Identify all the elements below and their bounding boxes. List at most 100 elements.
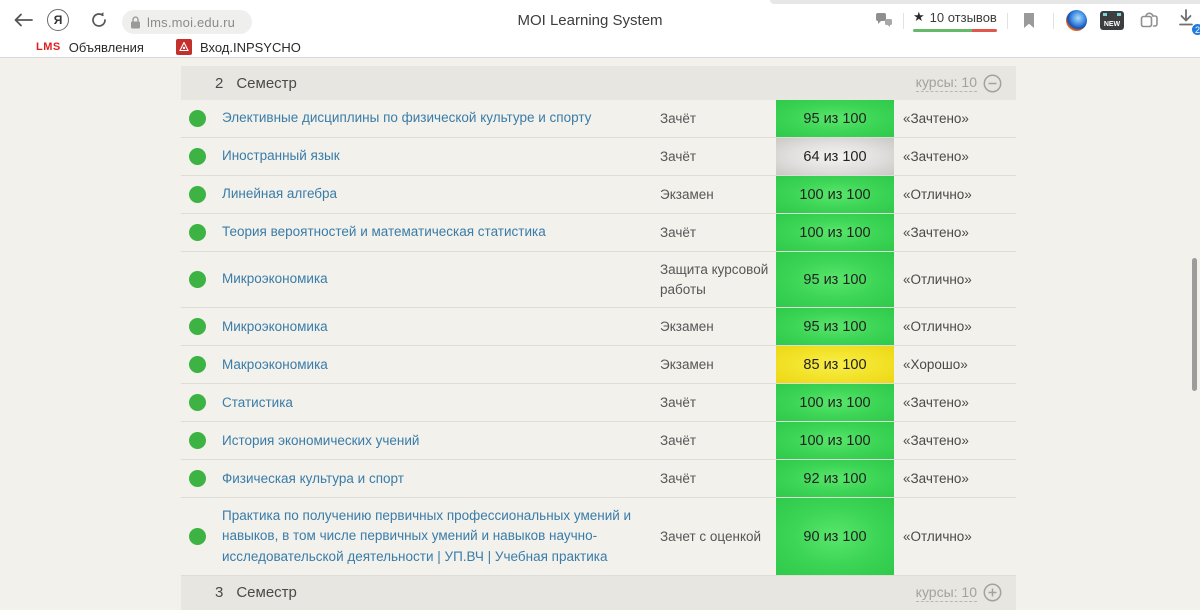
course-link[interactable]: Статистика (222, 394, 293, 410)
courses-count-link[interactable]: курсы: 10 (915, 583, 977, 602)
course-name-cell: Иностранный язык (222, 138, 660, 175)
course-row: Макроэкономика Экзамен 85 из 100 «Хорошо» (181, 346, 1016, 385)
score-cell: 64 из 100 (776, 138, 894, 175)
grade-text: «Зачтено» (903, 225, 969, 240)
status-cell (181, 214, 222, 251)
status-dot-icon (189, 528, 206, 545)
course-link[interactable]: Микроэкономика (222, 318, 328, 334)
score-badge: 90 из 100 (776, 498, 894, 575)
collapse-minus-icon[interactable] (983, 74, 1002, 93)
downloads-button[interactable]: 2 (1176, 8, 1200, 36)
course-name-cell: Макроэкономика (222, 346, 660, 383)
assessment-type: Экзамен (660, 186, 714, 202)
course-name-cell: Практика по получению первичных професси… (222, 498, 660, 575)
download-count-badge: 2 (1191, 23, 1200, 36)
extension-button[interactable] (1064, 8, 1088, 32)
status-dot-icon (189, 318, 206, 336)
address-bar[interactable]: lms.moi.edu.ru (122, 10, 252, 34)
course-name-cell: Микроэкономика (222, 252, 660, 307)
course-row: Статистика Зачёт 100 из 100 «Зачтено» (181, 384, 1016, 423)
score-cell: 100 из 100 (776, 214, 894, 251)
semester-3-header: 3 Семестр курсы: 10 (181, 575, 1016, 610)
course-link[interactable]: История экономических учений (222, 432, 420, 448)
status-cell (181, 176, 222, 213)
vertical-scrollbar[interactable] (1192, 258, 1197, 391)
course-name-cell: История экономических учений (222, 422, 660, 459)
semester-expand-control[interactable]: курсы: 10 (915, 583, 1002, 602)
collections-icon (1140, 12, 1158, 27)
course-link[interactable]: Микроэкономика (222, 271, 328, 287)
courses-count-link[interactable]: курсы: 10 (915, 74, 977, 92)
course-row: Микроэкономика Экзамен 95 из 100 «Отлично» (181, 308, 1016, 347)
course-name-cell: Микроэкономика (222, 308, 660, 345)
assessment-type: Зачёт (660, 148, 697, 164)
rating-bar-negative (971, 29, 997, 32)
star-icon: ★ (913, 9, 925, 24)
status-cell (181, 252, 222, 307)
course-row: Линейная алгебра Экзамен 100 из 100 «Отличн… (181, 176, 1016, 214)
status-cell (181, 346, 222, 383)
semester-title: Семестр (236, 74, 297, 92)
course-name-cell: Линейная алгебра (222, 176, 660, 213)
course-link[interactable]: Теория вероятностей и математическая ста… (222, 224, 546, 240)
semester-collapse-control[interactable]: курсы: 10 (915, 74, 1002, 93)
url-text: lms.moi.edu.ru (147, 14, 236, 30)
crest-favicon (175, 39, 192, 55)
course-name-cell: Физическая культура и спорт (222, 460, 660, 497)
chat-bubbles-icon (876, 13, 892, 27)
score-cell: 100 из 100 (776, 422, 894, 460)
assessment-type: Зачёт (660, 394, 697, 410)
collections-button[interactable] (1137, 8, 1161, 32)
yandex-logo-icon: Я (47, 9, 69, 31)
semester-2-header: 2 Семестр курсы: 10 (181, 66, 1016, 100)
grade-text: «Зачтено» (903, 149, 969, 164)
share-protect-button[interactable] (872, 8, 896, 32)
score-badge: 95 из 100 (776, 308, 894, 346)
score-cell: 85 из 100 (776, 346, 894, 384)
course-rows: Элективные дисциплины по физической куль… (181, 100, 1016, 576)
new-releases-button[interactable]: NEW (1100, 8, 1124, 32)
score-badge: 100 из 100 (776, 422, 894, 460)
bookmark-item-lms[interactable]: LMS Объявления (36, 40, 144, 55)
course-link[interactable]: Иностранный язык (222, 148, 340, 164)
inactive-tab-area[interactable] (770, 0, 1200, 4)
browser-toolbar: Я lms.moi.edu.ru MOI Learning System (0, 4, 1200, 36)
site-rating[interactable]: ★ 10 отзывов (913, 9, 997, 32)
assessment-type: Зачёт (660, 110, 697, 126)
course-link[interactable]: Физическая культура и спорт (222, 470, 404, 486)
rating-bar (913, 29, 997, 32)
score-cell: 100 из 100 (776, 176, 894, 213)
tab-strip (0, 0, 1200, 4)
semester-title: Семестр (236, 584, 297, 602)
course-link[interactable]: Практика по получению первичных професси… (222, 508, 632, 564)
bookmark-item-inpsycho[interactable]: Вход.INPSYCHO (175, 39, 301, 55)
course-link[interactable]: Линейная алгебра (222, 186, 338, 202)
bookmark-label: Вход.INPSYCHO (199, 39, 301, 55)
grade-text: «Зачтено» (903, 111, 969, 126)
status-cell (181, 498, 222, 575)
bookmark-button[interactable] (1017, 8, 1041, 32)
assessment-type: Зачёт (660, 224, 697, 240)
status-dot-icon (189, 186, 206, 203)
back-button[interactable] (10, 7, 36, 33)
score-badge: 100 из 100 (776, 384, 894, 422)
status-cell (181, 460, 222, 497)
status-dot-icon (189, 432, 206, 450)
status-dot-icon (189, 470, 206, 488)
status-dot-icon (189, 356, 206, 374)
course-link[interactable]: Элективные дисциплины по физической куль… (222, 110, 592, 126)
status-cell (181, 138, 222, 175)
back-arrow-icon (14, 13, 33, 27)
status-cell (181, 308, 222, 345)
status-dot-icon (189, 148, 206, 165)
score-cell: 95 из 100 (776, 308, 894, 346)
course-link[interactable]: Макроэкономика (222, 356, 328, 372)
score-badge: 95 из 100 (776, 100, 894, 137)
bookmark-label: Объявления (68, 39, 144, 55)
assessment-type: Зачёт (660, 432, 697, 448)
expand-plus-icon[interactable] (983, 583, 1002, 602)
refresh-button[interactable] (86, 7, 112, 33)
yandex-home-button[interactable]: Я (45, 7, 71, 33)
download-icon (1179, 9, 1193, 26)
grade-text: «Зачтено» (903, 433, 969, 449)
